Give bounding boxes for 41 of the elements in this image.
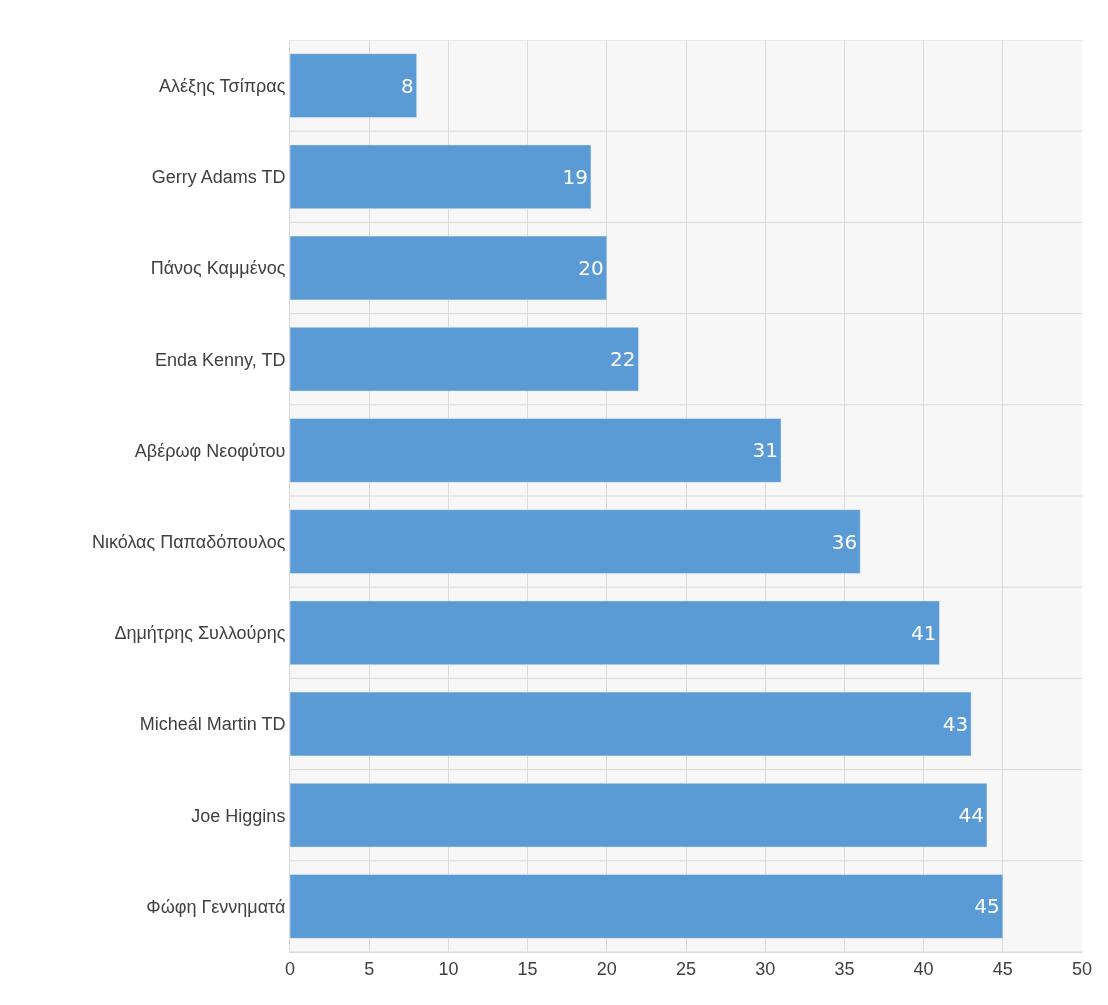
y-tick-label: Δημήτρης Συλλούρης (114, 623, 286, 644)
y-tick-label: Αλέξης Τσίπρας (159, 75, 286, 96)
x-tick-label: 30 (755, 958, 776, 979)
y-tick-label: Νικόλας Παπαδόπουλος (91, 531, 286, 552)
bar (290, 691, 972, 757)
x-tick-label: 0 (284, 958, 296, 979)
y-tick-label: Φώφη Γεννηματά (146, 896, 286, 917)
bar (290, 235, 608, 301)
x-tick-label: 45 (992, 958, 1013, 979)
y-tick-label: Πάνος Καμμένος (150, 258, 286, 279)
x-tick-label: 5 (364, 958, 375, 979)
bar (290, 144, 592, 209)
bar (290, 600, 940, 665)
data-label: 44 (958, 803, 984, 828)
x-tick-label: 10 (438, 958, 459, 979)
y-tick-label: Gerry Adams TD (151, 167, 286, 188)
bar (290, 509, 861, 574)
x-tick-label: 20 (596, 958, 617, 979)
bar (290, 53, 417, 118)
x-tick-label: 40 (913, 958, 934, 979)
data-label: 45 (974, 894, 1000, 919)
y-tick-label: Enda Kenny, TD (154, 349, 286, 370)
data-label: 19 (562, 164, 588, 189)
bar (290, 874, 1004, 939)
y-tick-label: Αβέρωφ Νεοφύτου (134, 440, 286, 461)
x-tick-label: 50 (1071, 958, 1093, 979)
data-label: 22 (610, 347, 636, 372)
y-tick-label: Micheál Martin TD (139, 714, 286, 735)
bar (290, 327, 639, 392)
data-label: 31 (752, 438, 779, 463)
data-label: 36 (831, 529, 858, 554)
x-tick-label: 15 (517, 958, 538, 979)
data-label: 43 (942, 712, 969, 736)
bar (290, 783, 988, 848)
data-label: 41 (910, 620, 937, 645)
bar (290, 418, 782, 483)
data-label: 20 (578, 256, 604, 280)
x-tick-label: 25 (675, 958, 697, 979)
data-label: 8 (400, 73, 414, 98)
x-tick-label: 35 (834, 958, 855, 979)
y-tick-label: Joe Higgins (191, 805, 286, 826)
